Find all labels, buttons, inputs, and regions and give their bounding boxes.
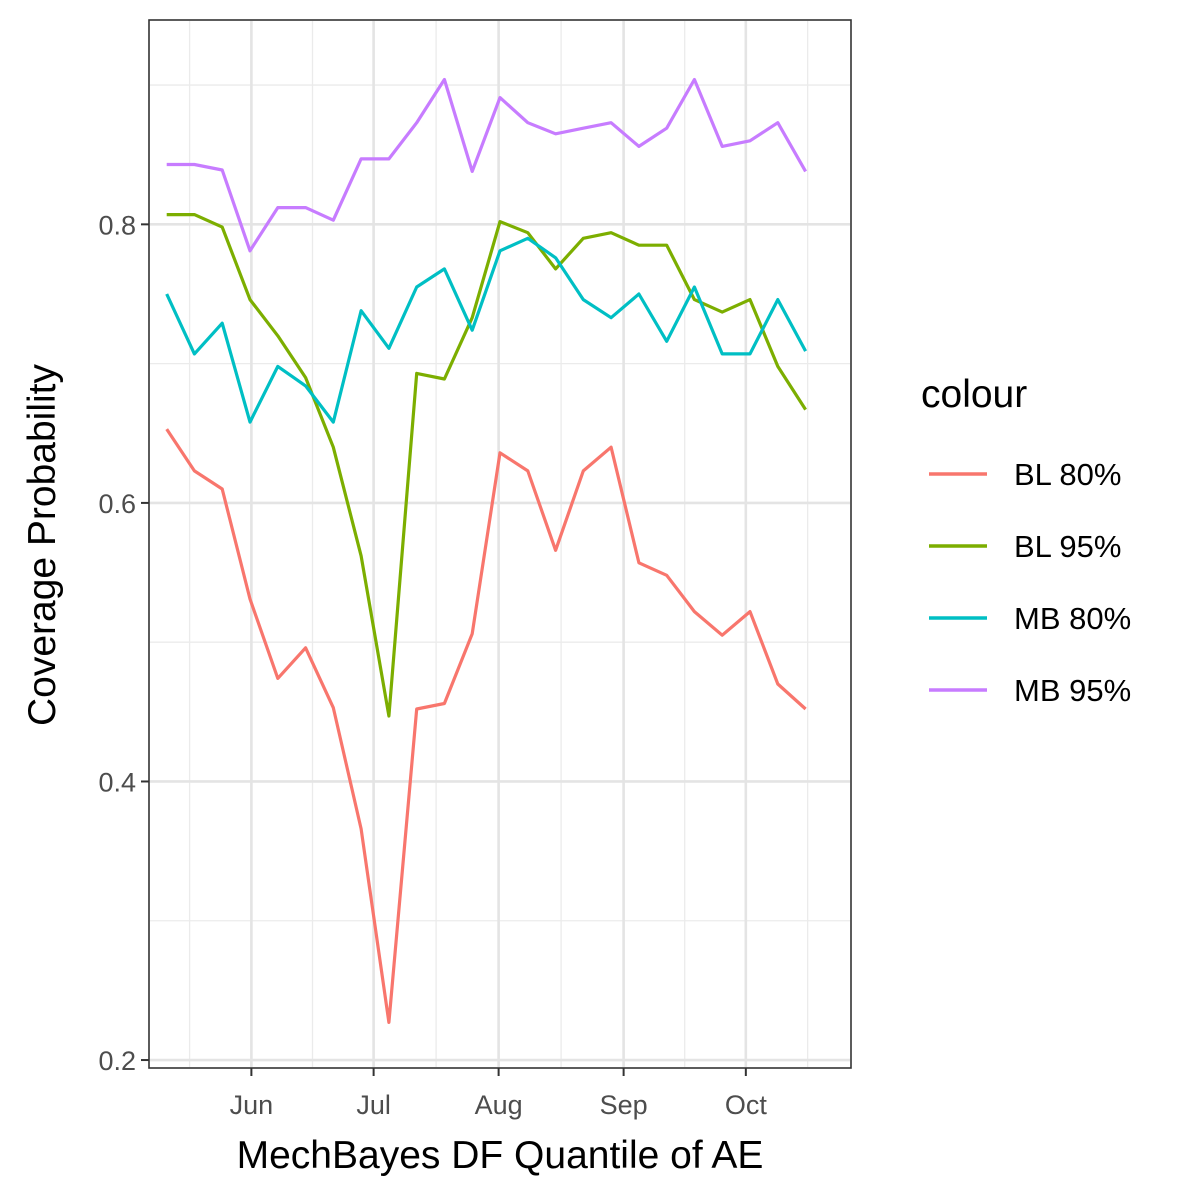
y-axis: 0.2 0.4 0.6 0.8 <box>98 210 149 1076</box>
legend-label: BL 95% <box>1014 529 1121 564</box>
x-axis-title: MechBayes DF Quantile of AE <box>237 1134 764 1177</box>
x-tick-label: Oct <box>725 1090 768 1120</box>
legend-label: MB 95% <box>1014 673 1131 708</box>
series-line-bl-80 <box>165 428 807 1025</box>
legend: colour BL 80% BL 95% MB 80% MB 95% <box>921 373 1131 708</box>
plot-panel-border <box>148 19 852 1069</box>
y-tick-label: 0.2 <box>98 1046 136 1076</box>
x-tick-label: Sep <box>600 1090 648 1120</box>
x-axis: Jun Jul Aug Sep Oct <box>230 1068 768 1120</box>
legend-title: colour <box>921 373 1027 416</box>
y-tick-label: 0.4 <box>98 767 136 797</box>
legend-label: BL 80% <box>1014 457 1121 492</box>
x-tick-label: Jul <box>356 1090 391 1120</box>
series-line-mb-95 <box>166 77 807 253</box>
series-line-mb-80 <box>165 236 808 424</box>
x-tick-label: Aug <box>475 1090 523 1120</box>
y-tick-label: 0.8 <box>98 210 136 240</box>
y-axis-title: Coverage Probability <box>21 363 64 726</box>
legend-label: MB 80% <box>1014 601 1131 636</box>
y-tick-label: 0.6 <box>98 489 136 519</box>
series-lines <box>165 77 808 1025</box>
x-tick-label: Jun <box>230 1090 274 1120</box>
